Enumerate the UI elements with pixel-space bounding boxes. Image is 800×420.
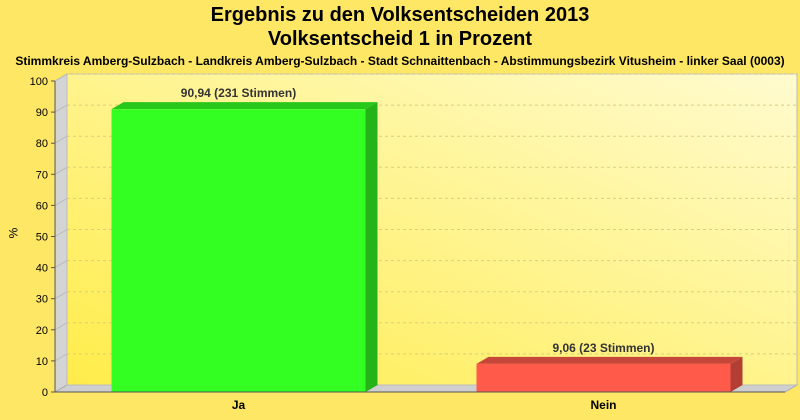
grid-line-wall bbox=[54, 197, 68, 206]
grid-line-wall bbox=[54, 73, 68, 82]
chart-title: Ergebnis zu den Volksentscheiden 2013 bbox=[210, 4, 590, 26]
y-tick-label: 60 bbox=[36, 200, 48, 212]
bar-data-label: 9,06 (23 Stimmen) bbox=[552, 341, 654, 355]
bar-data-label: 90,94 (231 Stimmen) bbox=[181, 86, 296, 100]
y-tick-label: 100 bbox=[30, 76, 48, 88]
grid-line-wall bbox=[54, 353, 68, 362]
y-tick-label: 10 bbox=[36, 356, 48, 368]
chart-subtitle: Volksentscheid 1 in Prozent bbox=[267, 28, 533, 50]
y-tick-label: 50 bbox=[36, 232, 48, 244]
y-tick-label: 70 bbox=[36, 169, 48, 181]
bar-top-ja bbox=[111, 102, 378, 110]
grid-line-wall bbox=[54, 322, 68, 331]
bar-side-ja bbox=[365, 102, 378, 392]
grid-line-wall bbox=[54, 135, 68, 144]
bar-nein bbox=[476, 363, 731, 392]
y-tick-label: 80 bbox=[36, 138, 48, 150]
grid-line-wall bbox=[54, 291, 68, 300]
bar-ja bbox=[111, 109, 366, 392]
y-tick-label: 90 bbox=[36, 107, 48, 119]
bar-top-nein bbox=[476, 356, 743, 364]
grid-line-wall bbox=[54, 166, 68, 175]
x-category-label: Nein bbox=[590, 398, 616, 412]
y-tick-label: 0 bbox=[42, 387, 48, 399]
bar-side-nein bbox=[730, 356, 743, 392]
chart-location-subtitle: Stimmkreis Amberg-Sulzbach - Landkreis A… bbox=[15, 54, 785, 68]
grid-line-wall bbox=[54, 260, 68, 269]
y-tick-label: 40 bbox=[36, 263, 48, 275]
x-category-label: Ja bbox=[232, 398, 246, 412]
grid-line-wall bbox=[54, 229, 68, 237]
grid-line-wall bbox=[54, 104, 68, 113]
y-tick-label: 20 bbox=[36, 325, 48, 337]
y-tick-label: 30 bbox=[36, 294, 48, 306]
